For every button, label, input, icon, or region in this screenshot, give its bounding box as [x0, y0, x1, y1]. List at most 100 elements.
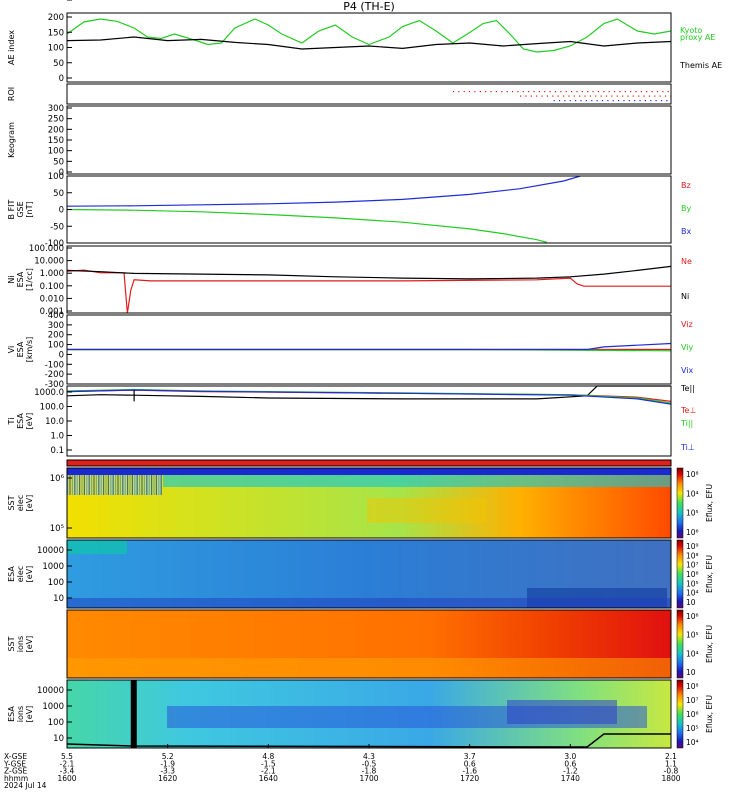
sst-e-stripe [129, 475, 130, 495]
esa_e-colorbar-tick: 10⁳ [686, 598, 696, 607]
esa_e-ytick: 10000 [37, 546, 64, 556]
temperature-ylabel: Ti [7, 418, 16, 426]
temperature-legend: Te⊥ [680, 406, 696, 415]
roi-mark [586, 100, 587, 101]
sst_e-ylabel: elec [16, 495, 25, 511]
velocity-ytick: 0 [59, 350, 64, 360]
temperature-ytick: 1000.0 [34, 388, 64, 398]
esa_i-ytick: 10 [53, 734, 64, 744]
bfit-ytick: 50 [53, 189, 64, 199]
velocity-ylabel: Vi [7, 346, 16, 354]
ae-ylabel: AE index [7, 30, 16, 65]
velocity-ytick: 200 [48, 331, 64, 341]
sst-e-stripe [115, 475, 116, 495]
density-legend: Ne [681, 257, 692, 266]
sst_e-ytick: 10⁶ [50, 474, 65, 484]
sst-e-stripe [134, 475, 135, 495]
roi-ylabel: ROI [7, 87, 16, 101]
roi-mark [662, 91, 663, 92]
roi-mark [625, 91, 626, 92]
sst-e-stripe [156, 475, 157, 495]
ae-ytick: 200 [48, 13, 64, 23]
sst-e-stripe [110, 475, 111, 495]
sst-e-stripe [108, 475, 109, 495]
velocity-legend: Vix [681, 366, 694, 375]
sst-e-stripe [146, 475, 147, 495]
roi-mark [603, 91, 604, 92]
sst-e-stripe [101, 475, 102, 495]
bfit-legend: Bz [681, 181, 691, 190]
roi-mark [520, 96, 521, 97]
roi-mark [582, 91, 583, 92]
density-ytick: 0.010 [40, 294, 64, 304]
esa-e-patch [67, 540, 127, 554]
xaxis-tick-label: 1800 [661, 774, 680, 783]
sst-e-stripe [98, 475, 99, 495]
density-series-ni [67, 266, 671, 279]
esa_e-ytick: 10 [53, 594, 64, 604]
roi-mark [496, 91, 497, 92]
temperature-ytick: 100.0 [40, 403, 64, 413]
sst-e-topband [67, 468, 671, 475]
temperature-ytick: 1.0 [50, 432, 64, 442]
sst-e-stripe [89, 475, 90, 495]
temperature-ytick: 0.1 [50, 446, 64, 456]
roi-mark [563, 96, 564, 97]
density-panel-frame [67, 246, 671, 313]
temperature-ytick: 10.0 [45, 417, 64, 427]
roi-mark [606, 96, 607, 97]
sst_i-ylabel: SST [7, 636, 16, 651]
roi-mark [458, 91, 459, 92]
roi-mark [597, 100, 598, 101]
sst-e-stripe [141, 475, 142, 495]
sst_e-colorbar-tick: 10⁵ [686, 509, 699, 518]
sst-e-yellow-patch [367, 498, 487, 523]
esa_e-ytick: 1000 [42, 562, 64, 572]
roi-mark [633, 96, 634, 97]
xaxis-row-label: 2024 Jul 14 [4, 781, 47, 790]
roi-mark [579, 96, 580, 97]
ae-legend: Themis AE [679, 61, 722, 70]
density-ytick: 100.000 [29, 244, 64, 254]
sst-e-stripe [81, 475, 82, 495]
roi-mark [639, 100, 640, 101]
roi-mark [533, 91, 534, 92]
sst-e-stripe [153, 475, 154, 495]
velocity-ylabel: [km/s] [25, 337, 34, 363]
density-ytick: 0.100 [40, 282, 64, 292]
bfit-legend: Bx [681, 227, 691, 236]
sst-e-cyan-layer [163, 475, 671, 487]
xaxis-tick-label: 1700 [359, 774, 378, 783]
sst_i-ylabel: [eV] [25, 636, 34, 653]
bfit-ylabel: [nT] [25, 201, 34, 217]
sst_e-colorbar-tick: 10⁸ [686, 470, 699, 479]
sst-e-stripe [144, 475, 145, 495]
bfit-ytick: 0 [59, 206, 64, 216]
roi-mark [645, 100, 646, 101]
roi-mark [555, 91, 556, 92]
roi-mark [469, 91, 470, 92]
bfit-ylabel: GSE [16, 201, 25, 217]
sst-e-stripe [79, 475, 80, 495]
roi-mark [668, 91, 669, 92]
sst-e-stripe [84, 475, 85, 495]
keogram-ylabel: Keogram [7, 122, 16, 158]
roi-mark [609, 91, 610, 92]
sst-e-stripe [151, 475, 152, 495]
sst-e-stripe [86, 475, 87, 495]
plot-title: P4 (TH-E) [343, 0, 395, 13]
roi-mark [611, 96, 612, 97]
roi-mark [528, 91, 529, 92]
roi-mark [598, 91, 599, 92]
velocity-ytick: -200 [45, 370, 64, 380]
ae-ytick: 50 [53, 59, 64, 69]
sst-e-stripe [96, 475, 97, 495]
roi-mark [650, 100, 651, 101]
esa_e-colorbar-tick: 10⁶ [686, 570, 699, 579]
roi-mark [544, 91, 545, 92]
bfit-legend: By [681, 204, 691, 213]
keogram-ytick: 300 [48, 104, 64, 114]
esa_i-ytick: 1000 [42, 702, 64, 712]
sst_i-ytick: 10⁵ [50, 0, 64, 3]
density-ylabel: ESA [16, 271, 25, 287]
